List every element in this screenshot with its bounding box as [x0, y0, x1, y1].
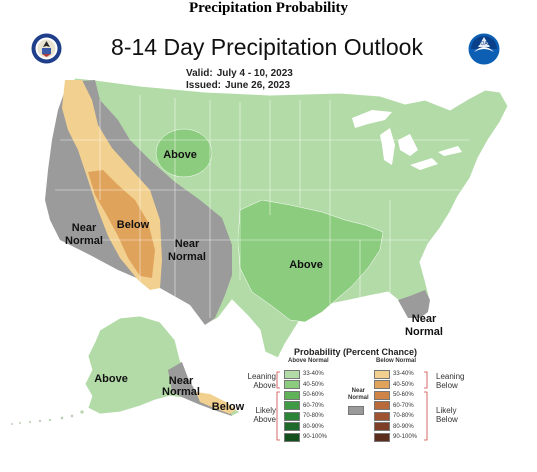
legend-above-bin-label: 90-100% [303, 434, 328, 440]
legend-below-bin-swatch [374, 422, 390, 431]
legend-likely-below-2: Below [436, 415, 458, 424]
legend-above-bin-label: 50-60% [303, 392, 324, 398]
label-below-ak: Below [212, 401, 245, 413]
above-40-50-central [237, 199, 384, 323]
legend-leaning-above-2: Above [253, 381, 276, 390]
legend-likely-below-1: Likely [436, 406, 457, 415]
legend-likely-below: Likely Below [436, 406, 458, 424]
legend-above-bin-row: 90-100% [284, 432, 328, 442]
issued-value: June 26, 2023 [225, 80, 291, 91]
label-near-west-1: Near [72, 222, 97, 234]
label-near-ak-1: Near [169, 375, 194, 387]
legend-above-bin-swatch [284, 369, 300, 379]
noaa-logo-icon: NOAA [468, 33, 500, 65]
legend-below-bin-row: 33-40% [374, 369, 414, 379]
legend-below-bin-swatch [374, 380, 390, 389]
near-normal-southeast [398, 290, 430, 318]
legend-above-bin-row: 70-80% [284, 411, 324, 421]
issued-line: Issued: June 26, 2023 [186, 80, 290, 91]
legend-brackets [276, 371, 428, 441]
legend-above-bin-swatch [284, 401, 300, 410]
legend-leaning-above-1: Leaning [247, 372, 276, 381]
legend-above-bin-swatch [284, 422, 300, 431]
alaska-below [196, 392, 236, 414]
label-near-mid-2: Normal [168, 251, 206, 263]
legend-below-bin-swatch [374, 401, 390, 410]
legend-below-bin-swatch [374, 432, 390, 442]
legend-leaning-below: Leaning Below [436, 372, 464, 390]
legend-below-bin-label: 50-60% [393, 392, 414, 398]
page-heading: Precipitation Probability [188, 0, 349, 16]
legend-near-header: Near Normal [348, 388, 369, 402]
legend-above-bin-row: 80-90% [284, 422, 324, 431]
legend-below-bin-label: 90-100% [393, 434, 418, 440]
legend-above-bin-label: 80-90% [303, 423, 324, 430]
map-title: 8-14 Day Precipitation Outlook [111, 34, 423, 60]
state-lines [55, 95, 470, 318]
legend-below-bin-label: 70-80% [393, 413, 414, 419]
legend-below-bin-label: 33-40% [393, 371, 414, 377]
label-near-ak-2: Normal [162, 386, 200, 398]
legend-above-bin-row: 33-40% [284, 369, 324, 379]
legend-below-bin-label: 40-50% [393, 381, 414, 388]
legend-near-line1: Near [351, 388, 365, 394]
legend-likely-above: Likely Above [242, 406, 276, 424]
legend-above-bin-swatch [284, 432, 300, 442]
legend-above-bin-row: 60-70% [284, 401, 324, 410]
probability-legend: Probability (Percent Chance) Above Norma… [236, 340, 536, 470]
legend-leaning-below-1: Leaning [436, 372, 465, 381]
legend-above-bin-swatch [284, 390, 300, 400]
noaa-logo-text: NOAA [477, 41, 492, 47]
legend-near-line2: Normal [348, 395, 369, 401]
legend-above-bin-label: 60-70% [303, 402, 324, 409]
label-near-se-2: Normal [405, 326, 443, 338]
legend-below-bin-label: 60-70% [393, 402, 414, 409]
valid-value: July 4 - 10, 2023 [216, 68, 293, 79]
legend-below-bin-row: 60-70% [374, 401, 414, 410]
legend-below-bin-swatch [374, 369, 390, 379]
aleutian-islands [11, 410, 84, 425]
legend-below-bin-swatch [374, 411, 390, 421]
legend-below-bin-row: 50-60% [374, 390, 414, 400]
legend-below-bin-row: 80-90% [374, 422, 414, 431]
below-40-50-west [88, 170, 155, 278]
legend-leaning-above: Leaning Above [242, 372, 276, 390]
legend-leaning-below-2: Below [436, 381, 458, 390]
label-above-north: Above [163, 149, 197, 161]
label-below-west: Below [117, 219, 150, 231]
legend-below-bin-label: 80-90% [393, 423, 414, 430]
legend-above-header: Above Normal [288, 358, 329, 364]
legend-title: Probability (Percent Chance) [294, 347, 418, 357]
label-above-central: Above [289, 259, 323, 271]
legend-below-bin-row: 70-80% [374, 411, 414, 421]
commerce-seal-icon [31, 33, 62, 64]
legend-below-bin-row: 90-100% [374, 432, 418, 442]
above-40-50-north [155, 128, 213, 178]
legend-below-bin-swatch [374, 390, 390, 400]
label-near-mid-1: Near [175, 238, 200, 250]
label-above-alaska: Above [94, 373, 128, 385]
valid-label: Valid: [186, 68, 213, 79]
legend-above-bin-label: 70-80% [303, 413, 324, 419]
legend-above-bin-label: 40-50% [303, 381, 324, 388]
legend-likely-above-2: Above [253, 415, 276, 424]
legend-above-bin-label: 33-40% [303, 371, 324, 377]
legend-below-bin-row: 40-50% [374, 380, 414, 389]
valid-line: Valid: July 4 - 10, 2023 [186, 68, 293, 79]
legend-likely-above-1: Likely [255, 406, 276, 415]
label-near-west-2: Normal [65, 235, 103, 247]
legend-above-bin-swatch [284, 380, 300, 389]
legend-above-bin-swatch [284, 411, 300, 421]
legend-above-bin-row: 50-60% [284, 390, 324, 400]
issued-label: Issued: [186, 80, 222, 91]
label-near-se-1: Near [412, 313, 437, 325]
legend-below-header: Below Normal [376, 358, 417, 364]
legend-above-bin-row: 40-50% [284, 380, 324, 389]
legend-near-swatch [348, 406, 364, 415]
